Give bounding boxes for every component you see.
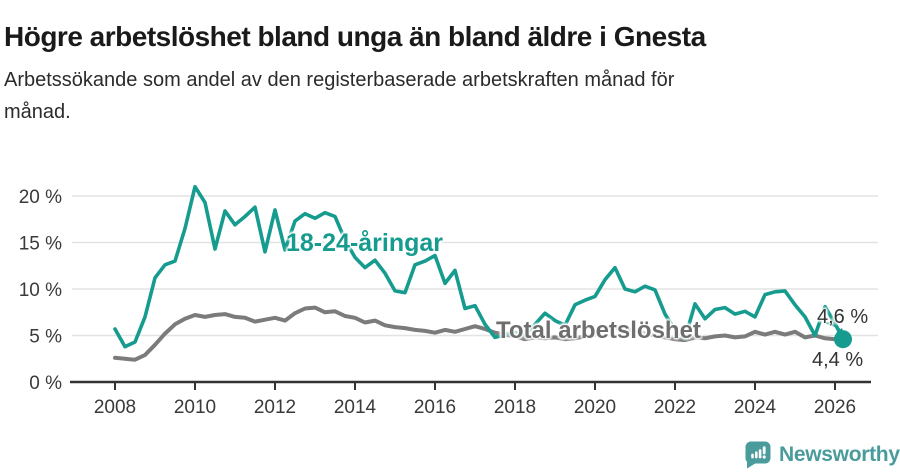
x-tick-label: 2026: [814, 397, 856, 418]
x-tick-label: 2022: [654, 397, 696, 418]
y-tick-label: 10 %: [19, 280, 62, 301]
x-tick-label: 2024: [734, 397, 777, 418]
chart-subtitle-line2: månad.: [4, 101, 71, 123]
y-tick-label: 0 %: [29, 373, 62, 394]
newsworthy-logo[interactable]: Newsworthy: [744, 440, 900, 469]
x-tick-label: 2014: [334, 397, 377, 418]
gridlines: [72, 195, 878, 337]
x-tick-label: 2016: [414, 397, 456, 418]
end-value-label-total: 4,4 %: [812, 349, 864, 371]
x-tick-label: 2020: [574, 397, 616, 418]
x-tick-label: 2008: [94, 397, 136, 418]
y-tick-label: 5 %: [29, 327, 62, 348]
x-tick-label: 2012: [254, 397, 296, 418]
series-label-youth: 18-24-åringar: [286, 229, 444, 257]
axis-tick-labels: 0 % 5 % 10 % 15 % 20 % 2008 2010 2012 2014 2016 20…: [19, 187, 856, 418]
y-tick-label: 15 %: [19, 234, 62, 255]
newsworthy-icon: [745, 441, 771, 469]
series-end-dot: [834, 330, 852, 349]
data-series-lines: [113, 184, 845, 362]
x-axis: [70, 380, 871, 390]
end-value-label-youth: 4,6 %: [817, 306, 869, 328]
series-line: [113, 184, 845, 349]
series-label-total: Total arbetslöshet: [496, 317, 701, 344]
x-tick-label: 2018: [494, 397, 536, 418]
page-title: Högre arbetslöshet bland unga än bland ä…: [4, 20, 706, 52]
newsworthy-wordmark: Newsworthy: [779, 442, 900, 466]
x-tick-label: 2010: [174, 397, 216, 418]
y-tick-label: 20 %: [19, 187, 62, 208]
chart-subtitle-line1: Arbetssökande som andel av den registerb…: [4, 69, 675, 91]
series-line: [113, 305, 845, 362]
end-point-marker: [825, 321, 852, 349]
